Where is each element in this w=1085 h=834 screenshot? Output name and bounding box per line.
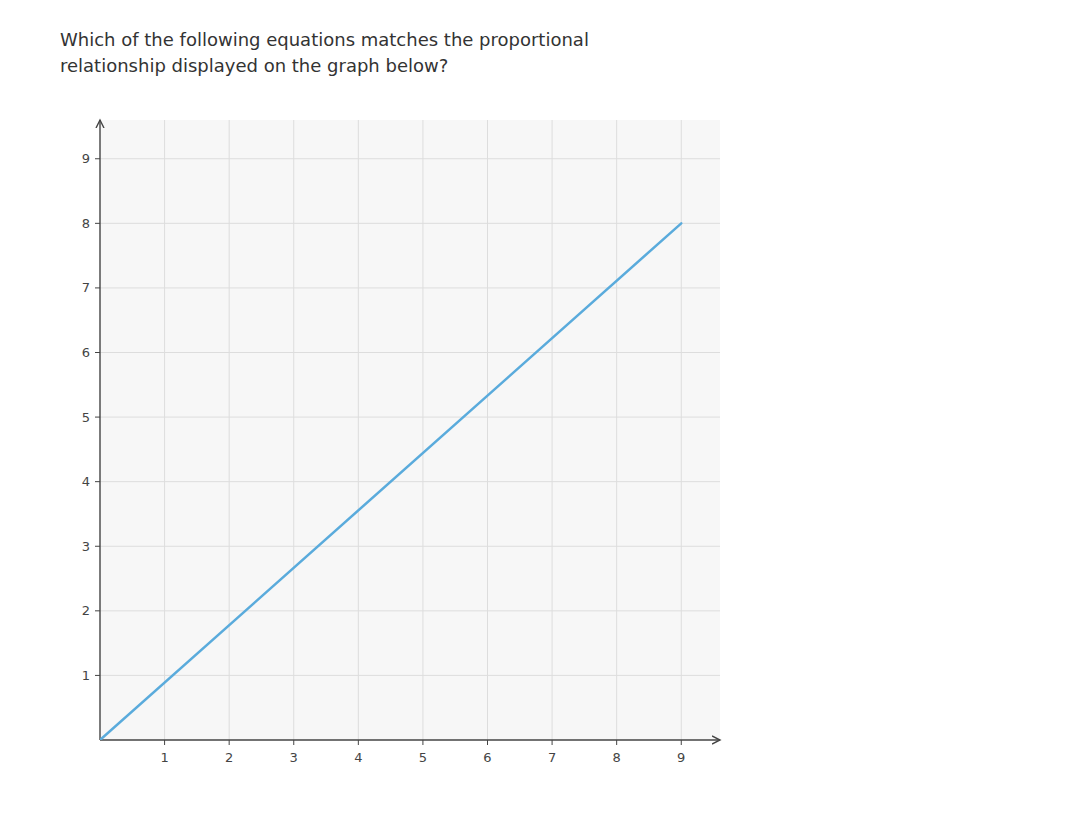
tick-label-y: 6 [82,345,90,360]
tick-label-x: 8 [613,750,621,765]
plot-background [100,120,720,740]
tick-label-x: 3 [290,750,298,765]
grid-line-x [164,120,165,740]
tick-y [95,481,100,482]
title: relationship displayed on the graph belo… [60,55,448,76]
tick-label-y: 1 [82,668,90,683]
grid-line-x [616,120,617,740]
tick-label-x: 6 [483,750,491,765]
tick-label-y: 7 [82,280,90,295]
chart-container: Which of the following equations matches… [0,0,1085,834]
grid-line-y [100,158,720,159]
plot-marks [100,223,681,740]
grid-line-x [487,120,488,740]
grid-line-y [100,481,720,482]
tick-y [95,675,100,676]
grid-line-x [293,120,294,740]
grid-line-y [100,287,720,288]
tick-x [681,740,682,745]
grid-line-y [100,352,720,353]
grid-line-y [100,546,720,547]
grid-line-x [552,120,553,740]
data-line [100,223,681,740]
tick-label-y: 2 [82,603,90,618]
tick-label-x: 7 [548,750,556,765]
tick-y [95,417,100,418]
grid-line-x [358,120,359,740]
chart-svg: Which of the following equations matches… [0,0,1085,834]
grid-line-x [229,120,230,740]
grid-line-y [100,675,720,676]
tick-y [95,158,100,159]
tick-x [487,740,488,745]
grid-line-y [100,417,720,418]
tick-label-x: 5 [419,750,427,765]
tick-label-x: 4 [354,750,362,765]
tick-label-y: 5 [82,410,90,425]
tick-label-y: 8 [82,216,90,231]
tick-label-x: 2 [225,750,233,765]
tick-y [95,223,100,224]
grid-line-x [681,120,682,740]
tick-x [293,740,294,745]
tick-y [95,610,100,611]
title: Which of the following equations matches… [60,29,589,50]
tick-x [229,740,230,745]
x-axis [100,739,720,740]
grid-line-x [422,120,423,740]
tick-x [422,740,423,745]
tick-label-x: 9 [677,750,685,765]
y-axis [99,120,100,740]
grid-line-y [100,223,720,224]
tick-y [95,352,100,353]
tick-x [358,740,359,745]
tick-label-y: 9 [82,151,90,166]
tick-label-y: 4 [82,474,90,489]
tick-x [164,740,165,745]
tick-y [95,287,100,288]
grid-line-y [100,610,720,611]
tick-x [616,740,617,745]
tick-label-x: 1 [160,750,168,765]
tick-y [95,546,100,547]
tick-label-y: 3 [82,539,90,554]
tick-x [552,740,553,745]
